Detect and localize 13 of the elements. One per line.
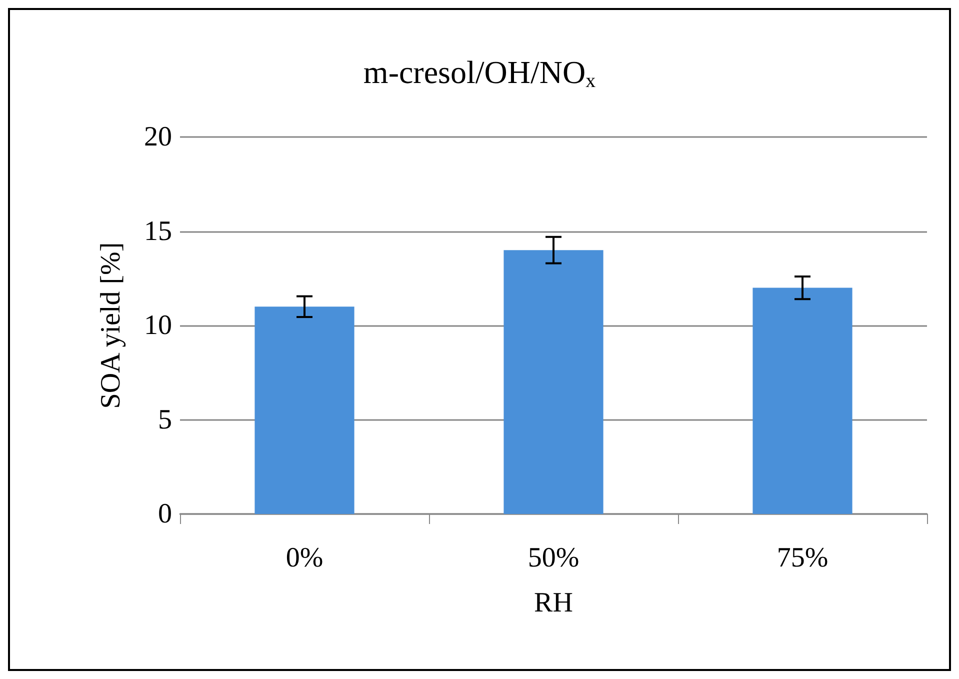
x-axis-title: RH: [534, 588, 573, 618]
x-tick-label: 75%: [776, 542, 828, 574]
x-tick-label: 0%: [286, 542, 324, 574]
y-tick-label: 5: [158, 404, 172, 436]
y-tick-label: 0: [158, 498, 172, 530]
y-axis-title: SOA yield [%]: [96, 242, 126, 409]
y-tick-label: 15: [144, 216, 172, 247]
x-tick-label: 50%: [528, 542, 580, 574]
bar: [504, 250, 604, 514]
bar: [752, 288, 852, 514]
bar: [254, 306, 354, 514]
y-tick-label: 20: [144, 122, 172, 152]
y-tick-label: 10: [144, 310, 172, 341]
